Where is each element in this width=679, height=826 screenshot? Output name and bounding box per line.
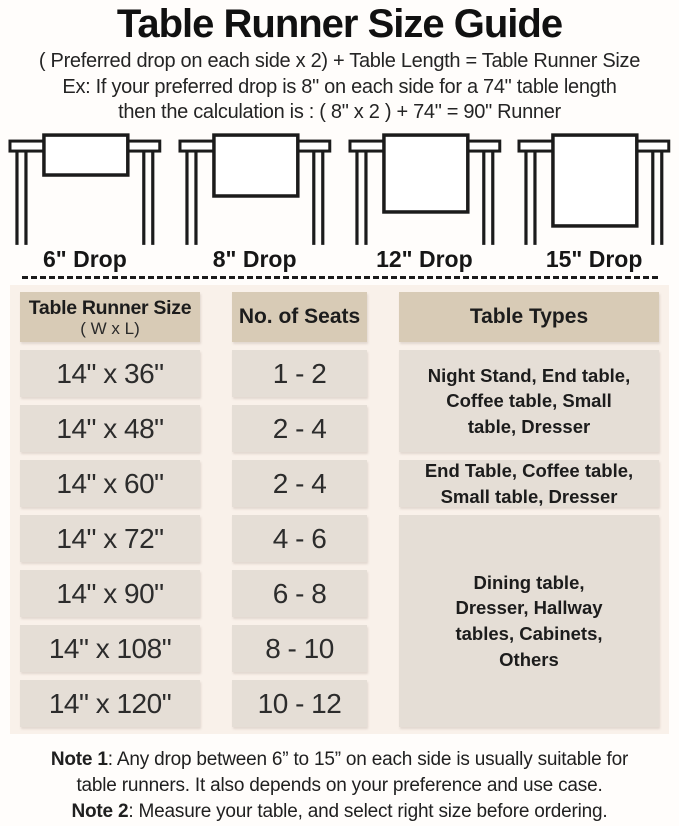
dashed-divider xyxy=(21,276,658,279)
types-cell-small-tables: Night Stand, End table, Coffee table, Sm… xyxy=(399,350,659,452)
runner-rect xyxy=(42,133,130,177)
drop-label-8in: 8" Drop xyxy=(212,246,297,272)
header-seats: No. of Seats xyxy=(232,292,367,342)
seats-cell-2-4b: 2 - 4 xyxy=(232,460,367,507)
table-legs xyxy=(354,151,494,245)
size-cell-14x72: 14" x 72" xyxy=(20,515,200,562)
size-cell-14x36: 14" x 36" xyxy=(20,350,200,397)
example-line-2: then the calculation is : ( 8" x 2 ) + 7… xyxy=(118,101,561,123)
seats-cell-8-10: 8 - 10 xyxy=(232,625,367,672)
drop-diagrams xyxy=(0,133,679,245)
note-2-label: Note 2 xyxy=(71,801,129,822)
note-2-line: Note 2: Measure your table, and select r… xyxy=(71,801,608,822)
seats-cell-2-4: 2 - 4 xyxy=(232,405,367,452)
page-title: Table Runner Size Guide xyxy=(116,2,563,46)
table-diagram-icon xyxy=(178,133,332,245)
header-runner-size: Table Runner Size ( W x L) xyxy=(20,292,200,342)
example-line-1: Ex: If your preferred drop is 8" on each… xyxy=(62,76,617,98)
header-table-types: Table Types xyxy=(399,292,659,342)
header-runner-size-title: Table Runner Size xyxy=(28,296,192,319)
drop-label-6in: 6" Drop xyxy=(43,246,127,272)
size-cell-14x90: 14" x 90" xyxy=(20,570,200,617)
runner-rect xyxy=(211,133,300,198)
note-1-label: Note 1 xyxy=(50,749,108,770)
diagram-8in-drop xyxy=(170,133,340,245)
drop-label-15in: 15" Drop xyxy=(545,246,643,272)
notes: Note 1: Any drop between 6” to 15” on ea… xyxy=(0,747,679,825)
drop-labels-row: 6" Drop 8" Drop 12" Drop 15" Drop xyxy=(0,245,679,273)
note-1-line-1: Note 1: Any drop between 6” to 15” on ea… xyxy=(50,749,629,770)
seats-cell-4-6: 4 - 6 xyxy=(232,515,367,562)
size-table: Table Runner Size ( W x L) No. of Seats … xyxy=(20,292,659,727)
size-cell-14x60: 14" x 60" xyxy=(20,460,200,507)
seats-cell-6-8: 6 - 8 xyxy=(232,570,367,617)
table-diagram-icon xyxy=(8,133,162,245)
seats-cell-1-2: 1 - 2 xyxy=(232,350,367,397)
runner-rect xyxy=(381,133,470,214)
table-legs xyxy=(185,151,325,245)
diagram-15in-drop xyxy=(509,133,679,245)
size-table-section: Table Runner Size ( W x L) No. of Seats … xyxy=(10,285,669,734)
table-legs xyxy=(524,151,664,245)
size-cell-14x48: 14" x 48" xyxy=(20,405,200,452)
drop-label-12in: 12" Drop xyxy=(376,246,473,272)
types-cell-dining-tables: Dining table, Dresser, Hallway tables, C… xyxy=(399,515,659,727)
header-runner-size-sub: ( W x L) xyxy=(80,318,140,338)
table-diagram-icon xyxy=(347,133,501,245)
table-legs xyxy=(15,151,155,245)
note-1-line-2: table runners. It also depends on your p… xyxy=(76,775,603,796)
types-cell-medium-tables: End Table, Coffee table, Small table, Dr… xyxy=(399,460,659,507)
formula-text: ( Preferred drop on each side x 2) + Tab… xyxy=(38,50,641,72)
table-diagram-icon xyxy=(517,133,671,245)
seats-cell-10-12: 10 - 12 xyxy=(232,680,367,727)
diagram-12in-drop xyxy=(340,133,510,245)
size-cell-14x120: 14" x 120" xyxy=(20,680,200,727)
runner-rect xyxy=(551,133,639,228)
diagram-6in-drop xyxy=(0,133,170,245)
size-cell-14x108: 14" x 108" xyxy=(20,625,200,672)
